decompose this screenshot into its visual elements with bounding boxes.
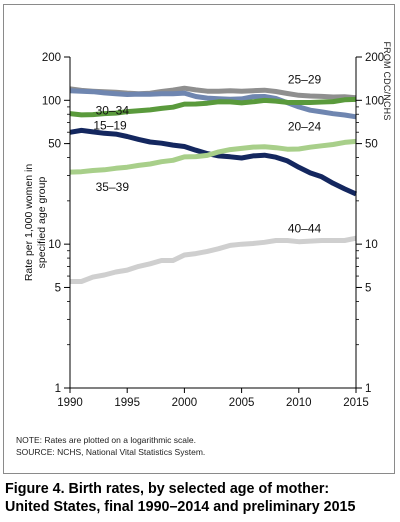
x-tick-label: 2010 xyxy=(286,397,312,409)
y-tick-label-right: 5 xyxy=(365,282,371,294)
y-tick-label-left: 50 xyxy=(48,139,61,151)
y-axis-label-line-1: Rate per 1,000 women in xyxy=(23,164,35,281)
x-tick-label: 2000 xyxy=(172,397,198,409)
series-line-30–34 xyxy=(69,96,357,118)
series-line-20–24 xyxy=(69,88,357,120)
y-tick-label-right: 100 xyxy=(365,95,384,107)
x-tick-label: 2005 xyxy=(229,397,255,409)
y-tick-label-left: 1 xyxy=(55,383,61,395)
caption-line-2: United States, final 1990–2014 and preli… xyxy=(5,499,356,515)
figure-caption: Figure 4. Birth rates, by selected age o… xyxy=(5,480,397,516)
y-tick-label-left: 10 xyxy=(48,239,61,251)
y-tick-label-right: 200 xyxy=(365,52,384,64)
series-label-30–34: 30–34 xyxy=(96,103,130,117)
chart-note: NOTE: Rates are plotted on a logarithmic… xyxy=(16,435,196,445)
series-label-35–39: 35–39 xyxy=(96,180,130,194)
y-axis-label: Rate per 1,000 women inspecified age gro… xyxy=(23,164,48,281)
y-tick-label-right: 10 xyxy=(365,239,378,251)
y-axis-label-line-2: specified age group xyxy=(36,177,48,269)
series-layer xyxy=(69,85,358,284)
y-tick-label-left: 200 xyxy=(42,52,61,64)
caption-line-1: Figure 4. Birth rates, by selected age o… xyxy=(5,481,330,497)
y-tick-label-right: 50 xyxy=(365,139,378,151)
chart-container: 1 5 10 50 100 200 1 5 10 50 100 200 1990 1995 2000 2005… xyxy=(23,52,384,409)
x-tick-label: 2015 xyxy=(343,397,369,409)
birth-rate-chart: 1 5 10 50 100 200 1 5 10 50 100 200 1990 1995 2000 2005… xyxy=(23,52,384,409)
axis-layer: 1 5 10 50 100 200 1 5 10 50 100 200 1990 1995 2000 2005… xyxy=(42,52,384,409)
y-tick-label-left: 100 xyxy=(42,95,61,107)
y-tick-label-left: 5 xyxy=(55,282,61,294)
chart-source: SOURCE: NCHS, National Vital Statistics … xyxy=(16,447,206,457)
y-tick-label-right: 1 xyxy=(365,383,371,395)
x-tick-label: 1995 xyxy=(114,397,140,409)
series-label-15–19: 15–19 xyxy=(93,118,127,132)
x-tick-label: 1990 xyxy=(57,397,83,409)
series-line-35–39 xyxy=(69,138,357,175)
series-label-20–24: 20–24 xyxy=(288,119,322,133)
series-label-40–44: 40–44 xyxy=(288,222,322,236)
series-line-40–44 xyxy=(70,235,357,284)
series-label-25–29: 25–29 xyxy=(288,73,322,87)
